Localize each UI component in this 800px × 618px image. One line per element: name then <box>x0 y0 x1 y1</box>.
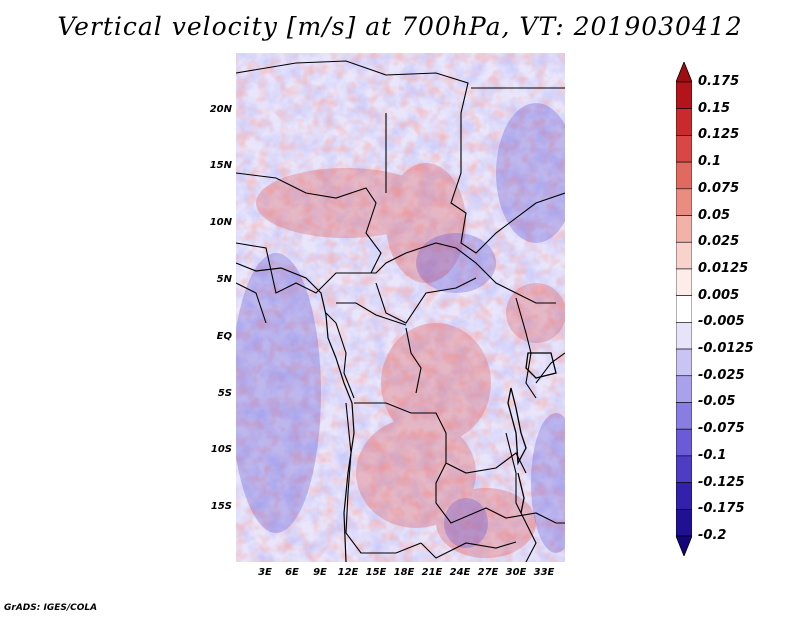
colorbar-tick-label: 0.025 <box>698 234 740 250</box>
lat-tick-label: 5S <box>217 388 232 399</box>
upward-motion-field <box>236 53 565 562</box>
lon-tick-label: 33E <box>533 567 555 578</box>
lat-tick-label: 15N <box>209 160 232 171</box>
colorbar-segment <box>676 268 692 296</box>
velocity-field-map <box>231 53 581 563</box>
colorbar-tick-label: 0.125 <box>698 127 740 143</box>
colorbar-segment <box>676 375 692 403</box>
lon-tick-label: 27E <box>477 567 499 578</box>
lon-tick-label: 12E <box>337 567 359 578</box>
colorbar-tick-label: -0.175 <box>698 501 745 517</box>
lon-tick-label: 24E <box>449 567 471 578</box>
colorbar-tick-label: 0.005 <box>698 287 740 303</box>
colorbar-segment <box>676 135 692 163</box>
colorbar-tick-label: 0.075 <box>698 180 740 196</box>
colorbar-tick-label: -0.075 <box>698 421 745 437</box>
colorbar-top-arrow <box>676 62 692 83</box>
lon-tick-label: 30E <box>505 567 527 578</box>
grads-credit: GrADS: IGES/COLA <box>4 603 98 613</box>
colorbar-tick-label: -0.1 <box>698 447 727 463</box>
colorbar-segment <box>676 215 692 243</box>
lat-tick-label: 20N <box>209 104 232 115</box>
colorbar-tick-label: 0.05 <box>698 207 731 223</box>
colorbar <box>676 62 692 556</box>
colorbar-tick-label: 0.0125 <box>698 260 749 276</box>
lon-tick-label: 6E <box>285 567 299 578</box>
upward-motion-regions <box>256 163 566 558</box>
colorbar-segment <box>676 348 692 377</box>
colorbar-segment <box>676 108 692 136</box>
colorbar-segment <box>676 482 692 510</box>
colorbar-tick-label: 0.15 <box>698 100 731 116</box>
lat-tick-label: EQ <box>216 331 232 342</box>
map-panel <box>231 53 581 563</box>
colorbar-bottom-arrow <box>676 535 692 556</box>
colorbar-segment <box>676 402 692 430</box>
lakes <box>507 352 557 514</box>
lon-tick-label: 3E <box>258 567 272 578</box>
lat-tick-label: 10N <box>209 217 232 228</box>
colorbar-segment <box>676 322 692 350</box>
colorbar-segment <box>676 455 692 483</box>
colorbar-segment <box>676 161 692 190</box>
colorbar-tick-label: -0.005 <box>698 314 745 330</box>
lon-tick-label: 15E <box>365 567 387 578</box>
colorbar-segment <box>676 508 692 537</box>
colorbar-segment <box>676 188 692 216</box>
lat-tick-label: 10S <box>210 444 232 455</box>
colorbar-segment <box>676 295 692 323</box>
colorbar-tick-label: -0.025 <box>698 367 745 383</box>
colorbar-tick-label: 0.175 <box>698 74 740 89</box>
colorbar-tick-label: -0.0125 <box>698 341 754 357</box>
colorbar-tick-label: 0.1 <box>698 154 722 170</box>
colorbar-segment <box>676 81 692 110</box>
lat-tick-label: 15S <box>210 501 232 512</box>
colorbar-tick-label: -0.125 <box>698 474 745 490</box>
lon-tick-label: 21E <box>421 567 443 578</box>
lon-tick-label: 18E <box>393 567 415 578</box>
colorbar-segment <box>676 428 692 457</box>
lat-tick-label: 5N <box>216 274 232 285</box>
chart-title: Vertical velocity [m/s] at 700hPa, VT: 2… <box>57 12 743 41</box>
colorbar-segment <box>676 241 692 270</box>
colorbar-tick-label: -0.05 <box>698 394 736 410</box>
lon-tick-label: 9E <box>313 567 327 578</box>
coastline <box>235 262 355 563</box>
colorbar-tick-label: -0.2 <box>698 528 727 543</box>
